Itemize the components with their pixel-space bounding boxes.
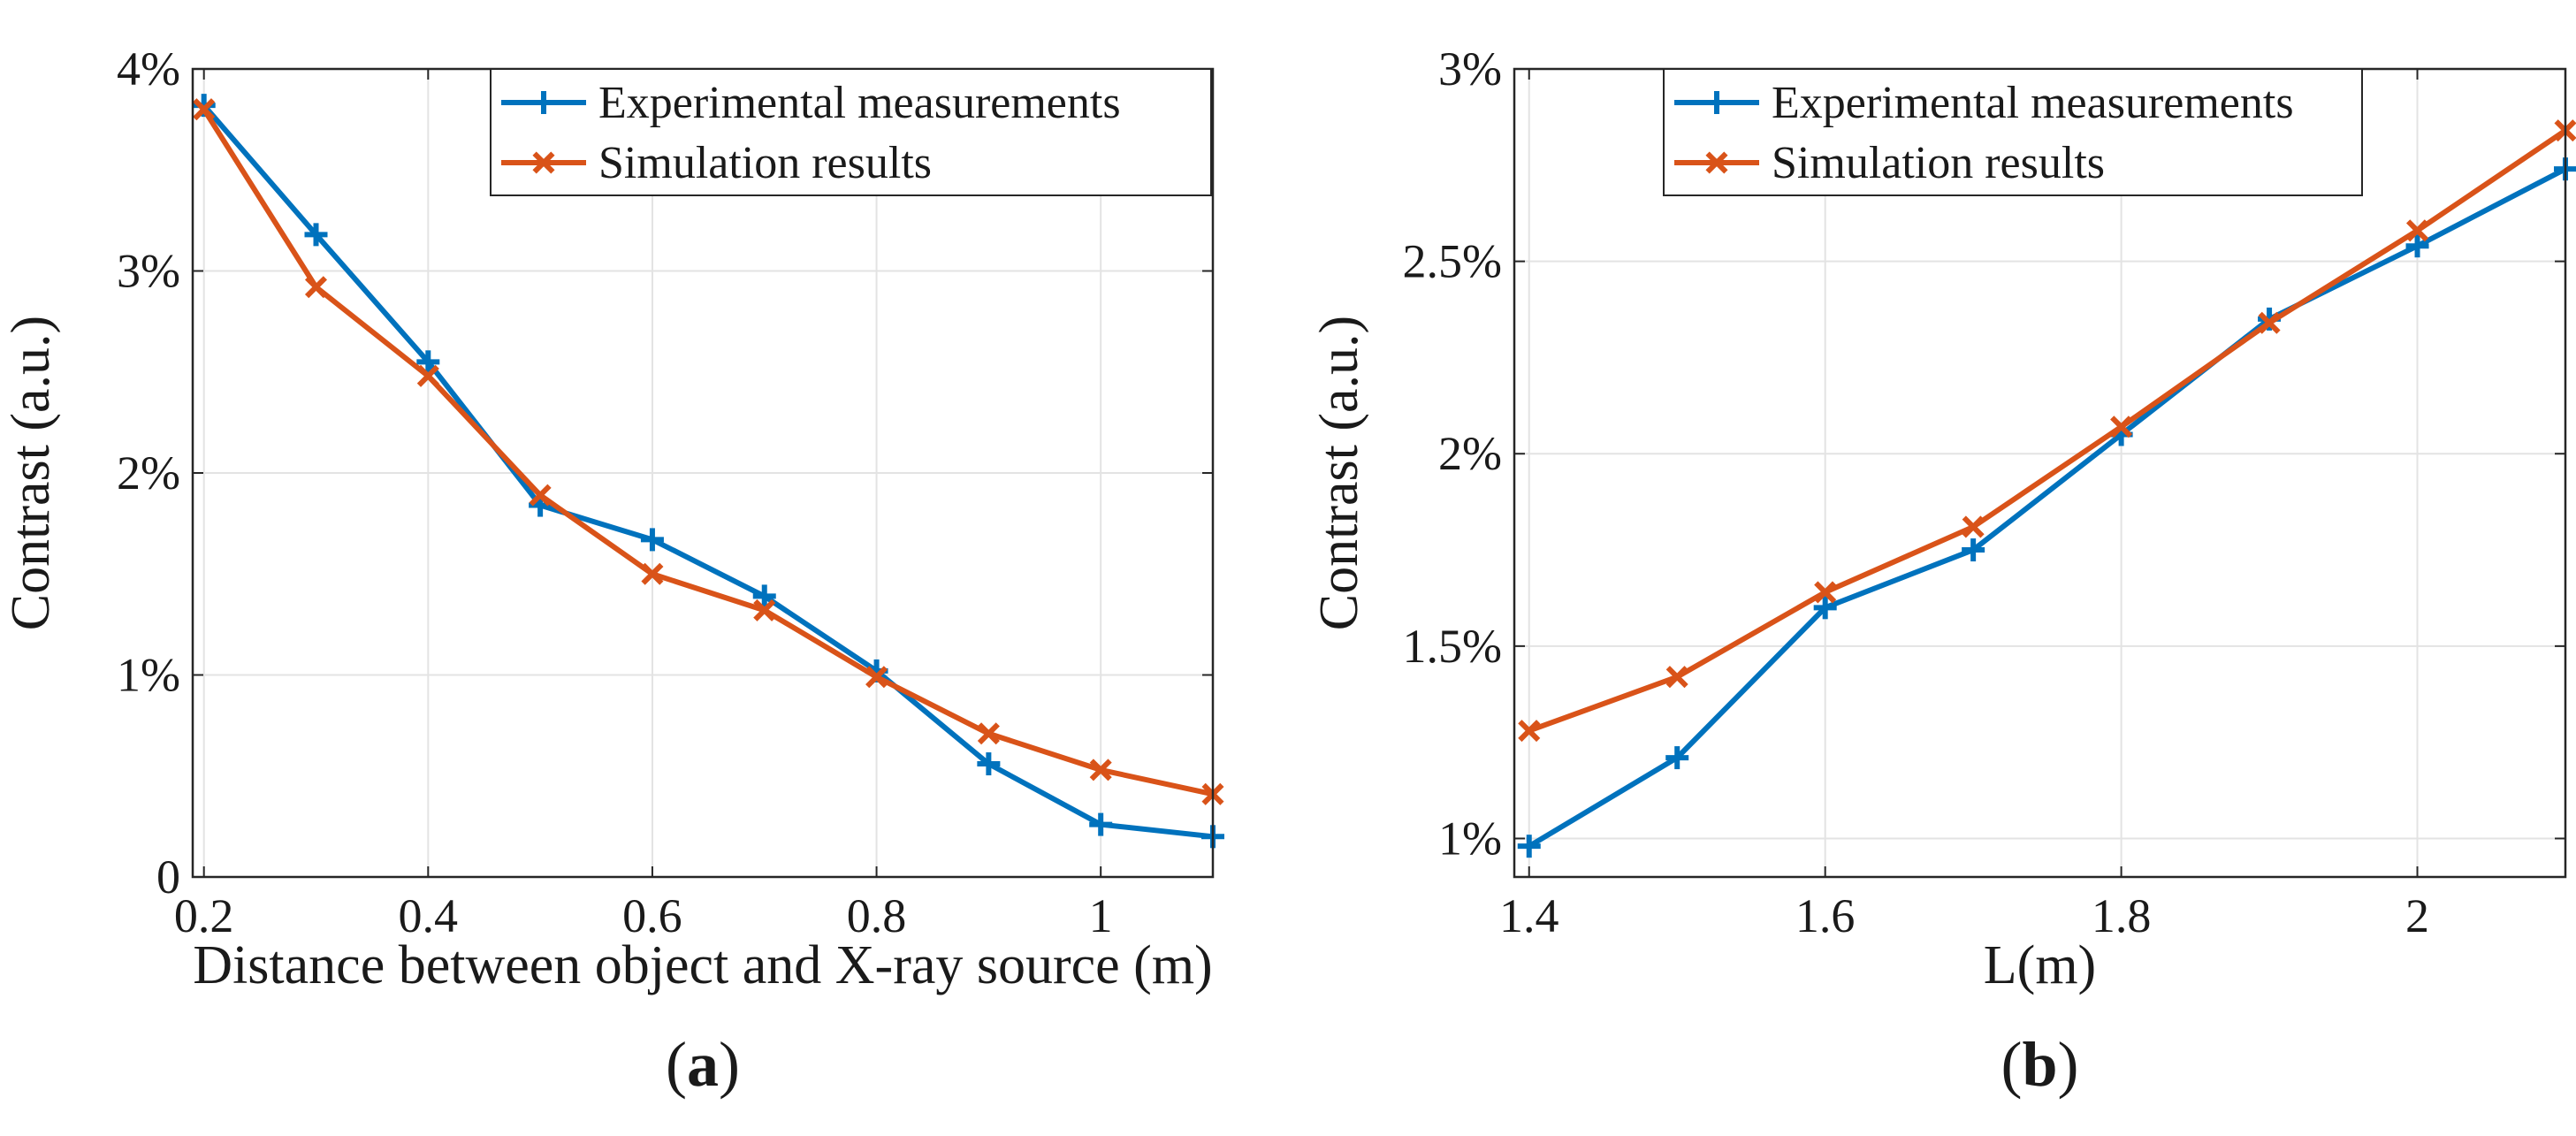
legend-label: Simulation results [598, 138, 932, 188]
x-tick-label: 2 [2405, 889, 2429, 942]
ticks: 0.2 0.4 0.6 0.8 1 0 1% 2% 3% 4% [117, 42, 1213, 942]
data-point [193, 98, 216, 121]
legend-marker [1705, 151, 1728, 174]
y-axis-label: Contrast (a.u.) [1309, 316, 1369, 630]
series-line [202, 103, 1214, 840]
x-tick-label: 0.4 [399, 889, 459, 942]
legend-marker [1705, 91, 1728, 114]
data-point [2258, 311, 2281, 334]
data-point [416, 364, 439, 387]
data-point [416, 350, 440, 374]
x-tick-label: 1 [1089, 889, 1113, 942]
ticks: 1.4 1.6 1.8 2 1% 1.5% 2% 2.5% 3% [1403, 42, 2565, 942]
legend-item: Experimental measurements [1674, 78, 2294, 128]
series-line [1528, 128, 2567, 734]
data-point [304, 276, 328, 299]
chart-panel-a: 0.2 0.4 0.6 0.8 1 0 1% 2% 3% 4% Experimental measu… [1, 42, 1224, 1100]
y-tick-label: 1.5% [1403, 620, 1502, 673]
y-tick-label: 3% [1438, 42, 1502, 95]
legend-item: Simulation results [1674, 138, 2105, 188]
data-point [1814, 581, 1837, 604]
data-point [753, 598, 776, 621]
x-axis-label: Distance between object and X-ray source… [193, 935, 1212, 995]
legend-box [490, 68, 1212, 196]
x-axis-label: L(m) [1984, 935, 2096, 995]
data-point [1518, 720, 1541, 743]
y-tick-label: 3% [117, 245, 180, 298]
data-point [1089, 759, 1112, 781]
legend: Experimental measurements Simulation resu… [490, 68, 1212, 196]
data-point [1665, 746, 1689, 770]
data-point [977, 752, 1001, 776]
y-tick-label: 2.5% [1403, 235, 1502, 288]
data-point [1089, 812, 1113, 836]
chart-panel-b: 1.4 1.6 1.8 2 1% 1.5% 2% 2.5% 3% Experimental mea… [1309, 42, 2576, 1100]
legend-label: Experimental measurements [1772, 78, 2294, 128]
data-point [304, 223, 328, 247]
y-tick-label: 2% [1438, 427, 1502, 480]
data-point [1962, 515, 1985, 538]
y-axis-label: Contrast (a.u.) [1, 316, 61, 630]
data-point [1962, 538, 1985, 562]
y-tick-label: 2% [117, 446, 180, 499]
data-point [1665, 666, 1688, 689]
legend-marker [532, 151, 555, 174]
x-tick-label: 0.2 [174, 889, 234, 942]
y-tick-label: 1% [117, 649, 180, 702]
panel-letter: a [687, 1029, 719, 1100]
x-tick-label: 0.8 [847, 889, 907, 942]
data-point [752, 584, 776, 608]
legend-item: Experimental measurements [501, 78, 1121, 128]
series-line [202, 108, 1214, 797]
x-tick-label: 1.6 [1795, 889, 1856, 942]
y-tick-label: 1% [1438, 812, 1502, 865]
x-tick-label: 1.8 [2092, 889, 2152, 942]
data-point [2406, 219, 2429, 242]
data-point [2405, 234, 2429, 258]
legend-label: Simulation results [1772, 138, 2105, 188]
data-point [865, 666, 888, 689]
y-tick-label: 4% [117, 42, 180, 95]
data-point [977, 722, 1000, 745]
data-point [641, 562, 664, 585]
data-point [640, 528, 664, 552]
legend: Experimental measurements Simulation resu… [1663, 68, 2363, 196]
data-point [2110, 416, 2133, 438]
legend-label: Experimental measurements [598, 78, 1121, 128]
legend-marker [532, 91, 555, 114]
x-tick-label: 1.4 [1499, 889, 1559, 942]
data-point [1517, 835, 1541, 858]
panel-label: (a) [666, 1029, 740, 1100]
legend-item: Simulation results [501, 138, 932, 188]
panel-letter: b [2022, 1029, 2057, 1100]
x-tick-label: 0.6 [622, 889, 682, 942]
legend-box [1663, 68, 2363, 196]
data-point [1813, 596, 1837, 620]
series-line [1528, 166, 2567, 849]
data-point [529, 484, 552, 507]
y-tick-label: 0 [156, 850, 180, 903]
panel-label: (b) [2001, 1029, 2078, 1100]
